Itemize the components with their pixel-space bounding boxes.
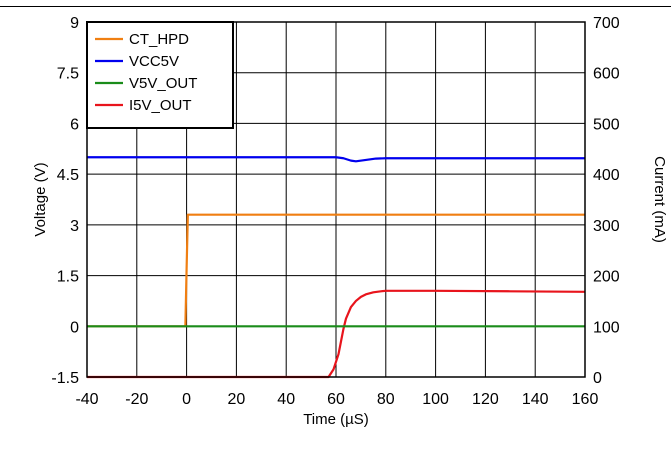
top-rule bbox=[0, 6, 671, 7]
y-right-tick-label: 100 bbox=[593, 319, 620, 336]
x-tick-labels: -40 -20 0 20 40 60 80 100 120 140 160 bbox=[75, 391, 598, 408]
x-tick-label: 0 bbox=[182, 391, 191, 408]
series-line-i5v-out bbox=[87, 289, 586, 379]
x-axis-label: Time (µS) bbox=[303, 411, 369, 428]
y-right-tick-labels: 0 100 200 300 400 500 600 700 bbox=[593, 15, 620, 387]
y-right-tick-label: 200 bbox=[593, 269, 620, 286]
y-left-axis-label: Voltage (V) bbox=[32, 162, 49, 236]
x-tick-label: -40 bbox=[75, 391, 98, 408]
series-line-vcc5v bbox=[87, 156, 585, 163]
legend-label: VCC5V bbox=[129, 53, 179, 70]
y-left-tick-label: 3 bbox=[70, 218, 79, 235]
y-right-tick-label: 500 bbox=[593, 116, 620, 133]
x-tick-label: 60 bbox=[327, 391, 345, 408]
legend-label: V5V_OUT bbox=[129, 75, 197, 92]
x-tick-label: 140 bbox=[522, 391, 549, 408]
y-right-tick-label: 600 bbox=[593, 66, 620, 83]
legend-label: I5V_OUT bbox=[129, 97, 192, 114]
y-left-tick-label: 0 bbox=[70, 319, 79, 336]
y-right-axis-label: Current (mA) bbox=[651, 156, 668, 243]
x-tick-label: 40 bbox=[277, 391, 295, 408]
legend-label: CT_HPD bbox=[129, 31, 189, 48]
y-left-tick-labels: -1.5 0 1.5 3 4.5 6 7.5 9 bbox=[51, 15, 79, 387]
x-tick-label: 160 bbox=[572, 391, 599, 408]
y-left-tick-label: 6 bbox=[70, 116, 79, 133]
y-right-tick-label: 0 bbox=[593, 370, 602, 387]
legend: CT_HPD VCC5V V5V_OUT I5V_OUT bbox=[86, 21, 234, 129]
y-left-tick-label: 7.5 bbox=[57, 66, 79, 83]
x-tick-label: 120 bbox=[472, 391, 499, 408]
y-right-tick-label: 700 bbox=[593, 15, 620, 32]
x-tick-label: 20 bbox=[228, 391, 246, 408]
y-right-tick-label: 300 bbox=[593, 218, 620, 235]
series-group bbox=[87, 156, 586, 379]
plot-frame bbox=[86, 21, 586, 378]
y-right-tick-label: 400 bbox=[593, 167, 620, 184]
y-left-tick-label: -1.5 bbox=[51, 370, 79, 387]
y-left-tick-label: 9 bbox=[70, 15, 79, 32]
y-left-tick-label: 1.5 bbox=[57, 269, 79, 286]
y-left-tick-label: 4.5 bbox=[57, 167, 79, 184]
x-tick-label: 100 bbox=[422, 391, 449, 408]
x-tick-label: 80 bbox=[377, 391, 395, 408]
x-tick-label: -20 bbox=[125, 391, 148, 408]
